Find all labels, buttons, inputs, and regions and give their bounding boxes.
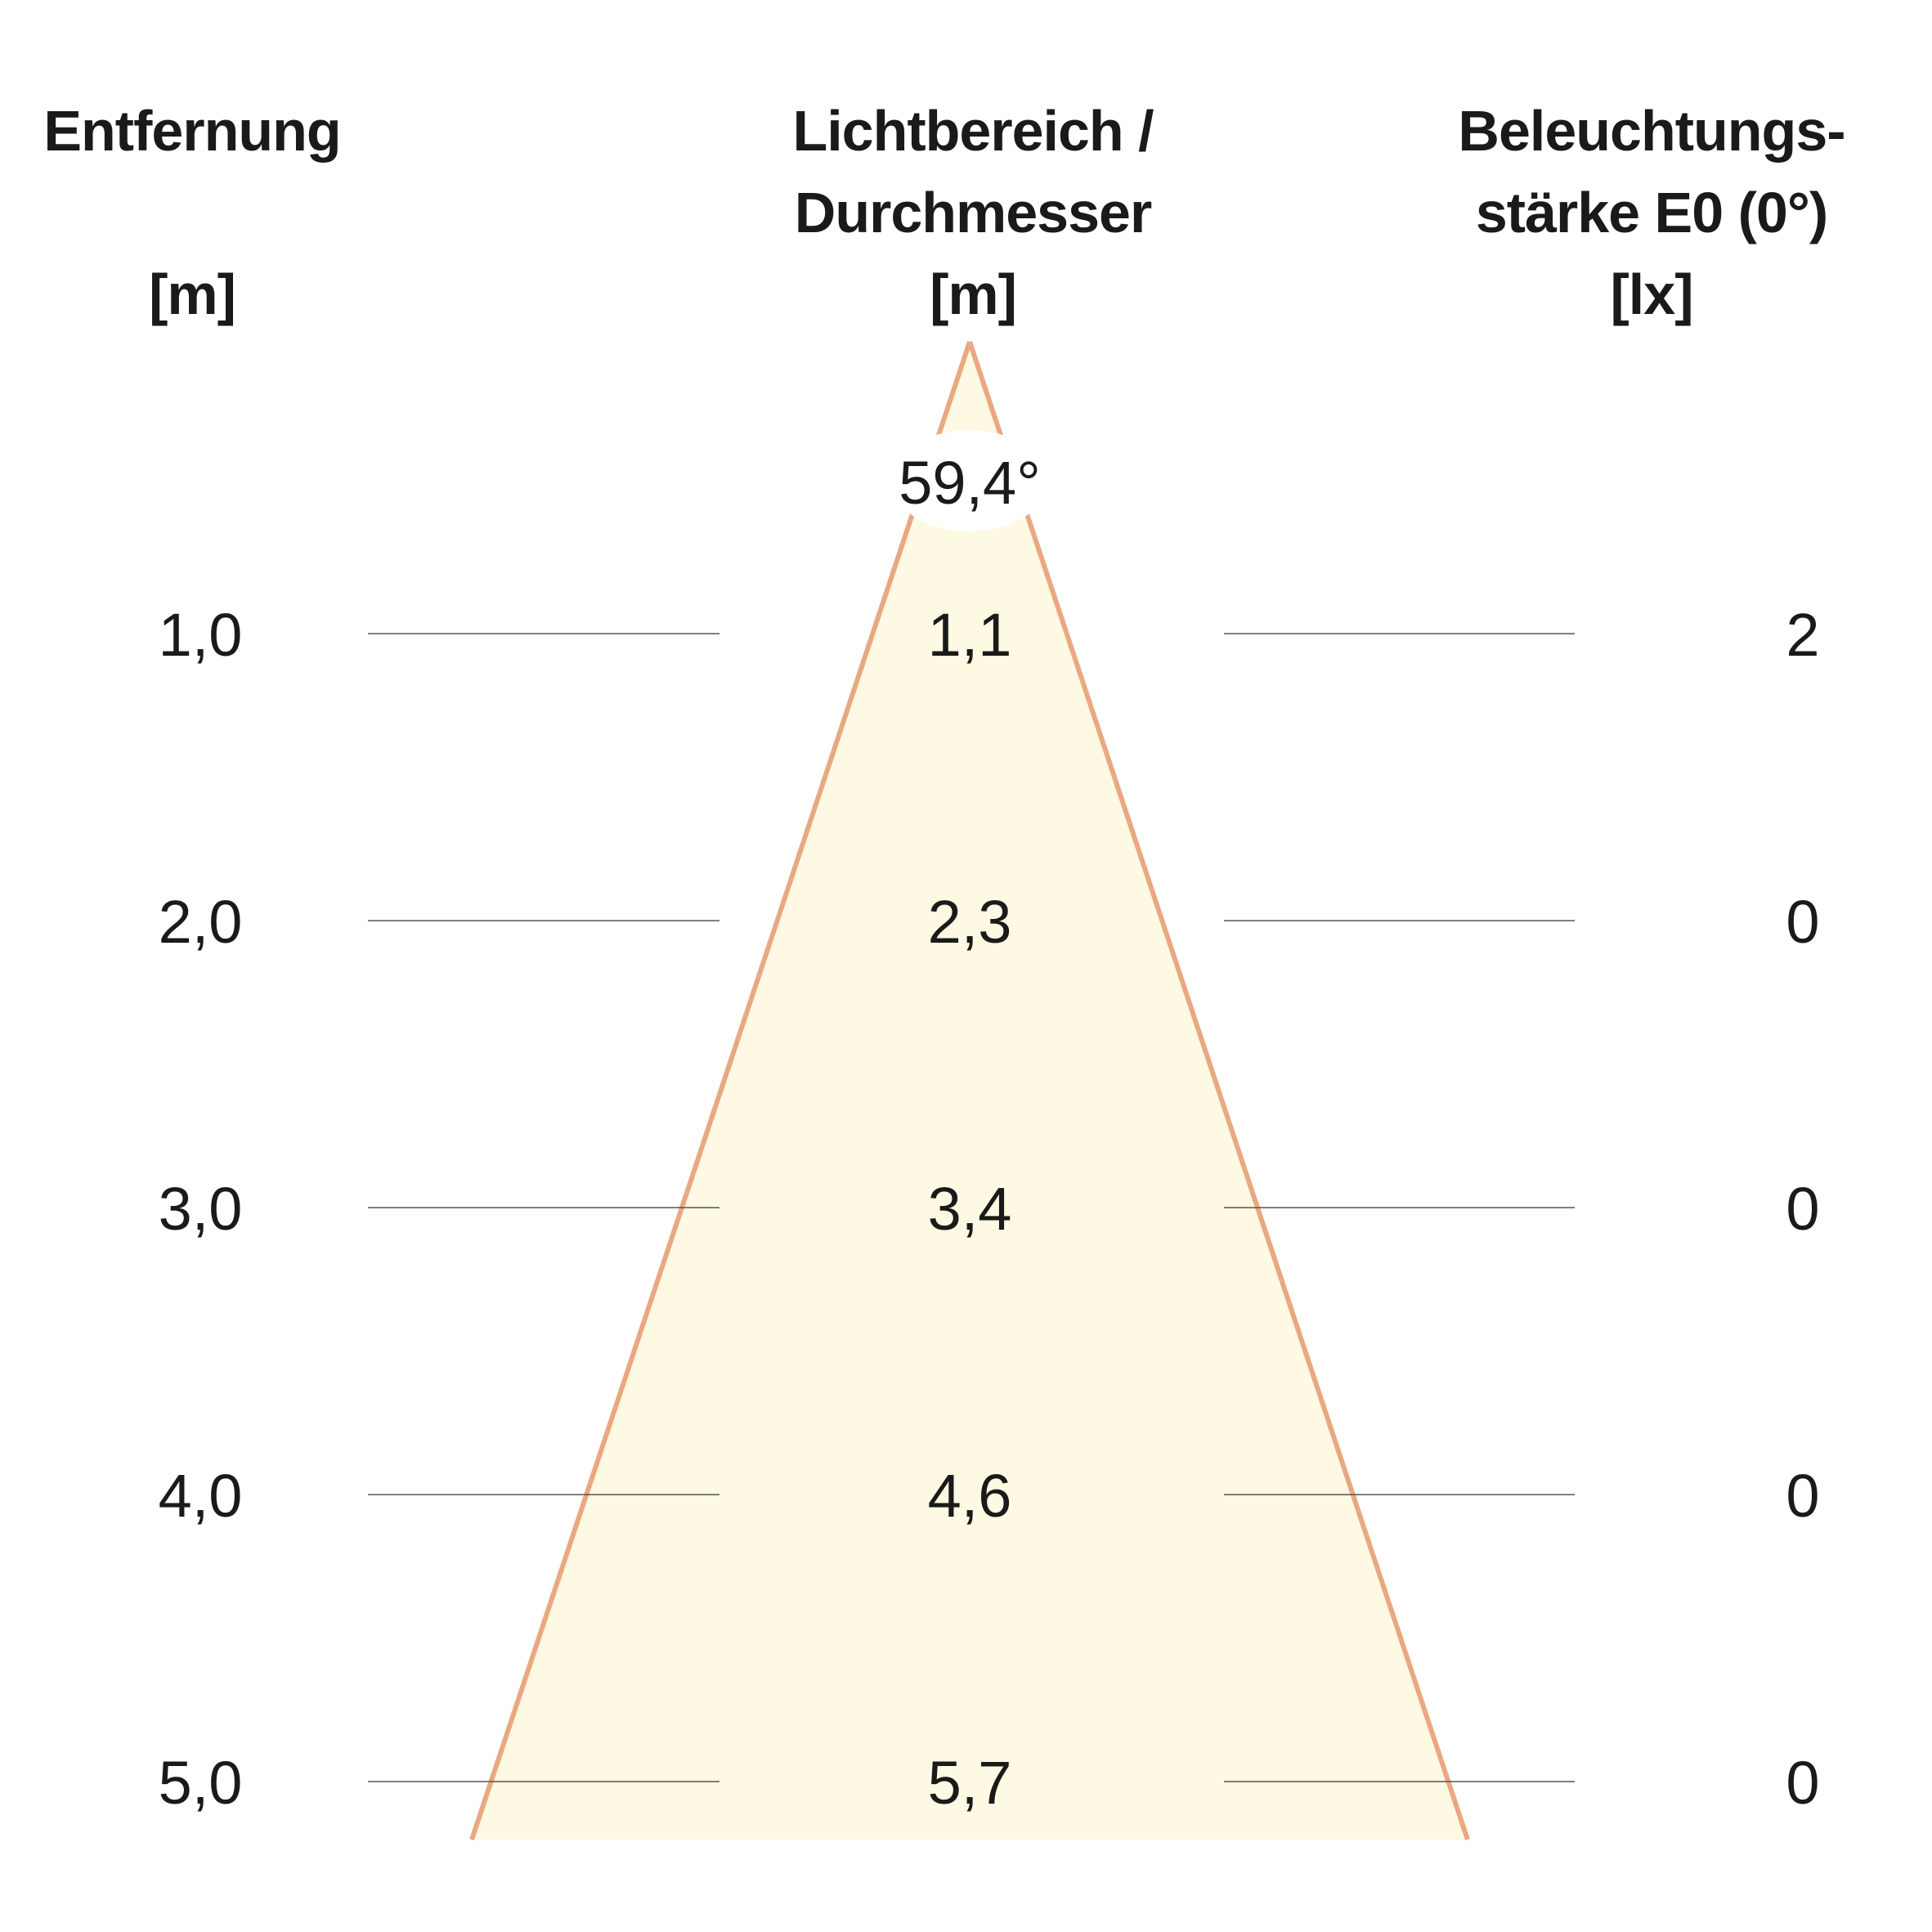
diameter-value: 4,6: [928, 1462, 1012, 1530]
distance-value: 1,0: [159, 601, 243, 669]
distance-value: 2,0: [159, 888, 243, 956]
diameter-header: Lichtbereich / Durchmesser [m]: [719, 90, 1226, 335]
illuminance-value: 0: [1786, 1175, 1819, 1243]
diameter-value: 5,7: [928, 1749, 1012, 1817]
diameter-header-line-2: Durchmesser: [794, 181, 1152, 244]
distance-value: 4,0: [159, 1462, 243, 1530]
beam-angle-label: 59,4°: [899, 449, 1041, 517]
illuminance-value: 0: [1786, 888, 1819, 956]
light-cone-right-edge: [967, 341, 1470, 1840]
distance-header-unit: [m]: [149, 262, 236, 326]
distance-value: 5,0: [159, 1749, 243, 1817]
beam-angle-label-background: [891, 430, 1048, 531]
illuminance-value: 2: [1786, 601, 1819, 669]
diameter-header-line-1: Lichtbereich /: [792, 99, 1154, 163]
distance-header: Entfernung [m]: [25, 90, 360, 335]
diameter-value: 1,1: [928, 601, 1012, 669]
diameter-value: 3,4: [928, 1175, 1012, 1243]
illuminance-value: 0: [1786, 1749, 1819, 1817]
diameter-value: 2,3: [928, 888, 1012, 956]
illuminance-value: 0: [1786, 1462, 1819, 1530]
light-cone-left-edge: [469, 341, 972, 1840]
illuminance-header-unit: [lx]: [1610, 262, 1694, 326]
light-cone-fill: [472, 342, 1468, 1840]
distance-value: 3,0: [159, 1175, 243, 1243]
distance-rows: 1,0 1,1 2 2,0 2,3 0 3,0 3,4 0 4,0 4,6 0 5,0 5,7 0: [159, 601, 1820, 1817]
illuminance-header: Beleuchtungs- stärke E0 (0°) [lx]: [1390, 90, 1913, 335]
distance-header-line-1: Entfernung: [43, 99, 341, 163]
diameter-header-unit: [m]: [930, 262, 1017, 326]
illuminance-header-line-2: stärke E0 (0°): [1475, 181, 1828, 244]
illuminance-header-line-1: Beleuchtungs-: [1458, 99, 1845, 163]
